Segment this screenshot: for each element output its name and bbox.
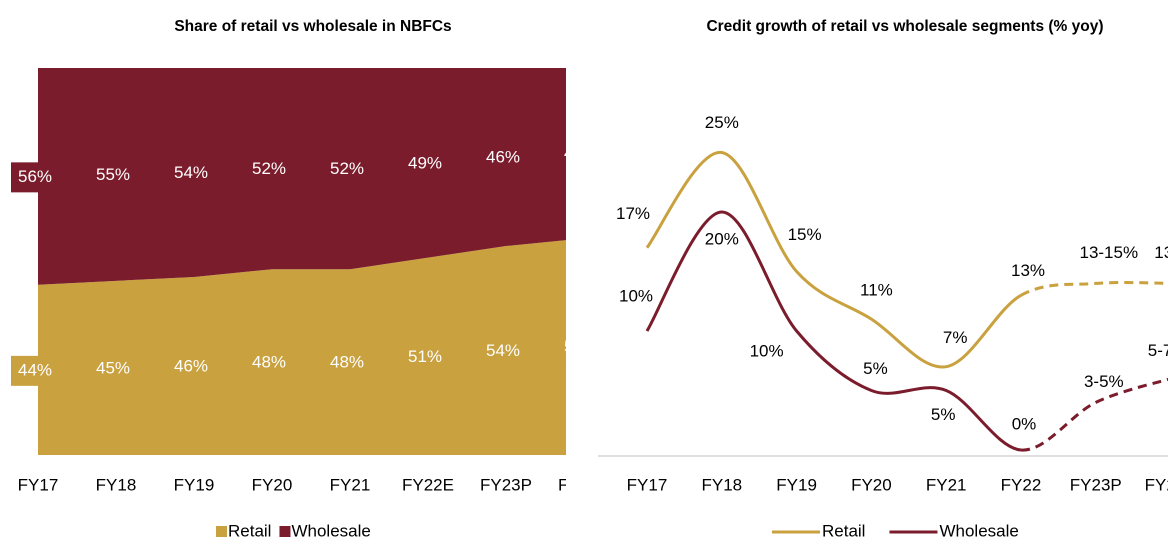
data-label: 46% (486, 147, 520, 166)
line (645, 150, 1022, 369)
x-tick-label: FY24P (1145, 475, 1168, 494)
data-label: 45% (96, 358, 130, 377)
label-box (11, 355, 65, 386)
data-label: 52% (252, 159, 286, 178)
line (645, 210, 1022, 452)
x-tick-label: FY17 (18, 475, 59, 494)
label-box (89, 160, 143, 191)
data-label: 44% (564, 144, 598, 163)
legend-label: Retail (228, 521, 271, 540)
x-tick-label: FY19 (776, 475, 817, 494)
data-label: 46% (174, 356, 208, 375)
data-label: 48% (252, 353, 286, 372)
label-box (323, 154, 377, 185)
label-box (167, 351, 221, 382)
data-label: 44% (18, 360, 52, 379)
legend-swatch (279, 526, 291, 537)
data-label: 0% (1012, 414, 1037, 433)
right-chart: 17% 25% 15% 11% 7% 13% 13-15% 13-15% 10% 20% 10% 5%… (598, 113, 1168, 540)
area (38, 68, 566, 285)
data-label: 11% (860, 281, 893, 300)
x-tick-label: FY22E (402, 475, 454, 494)
data-label: 3-5% (1084, 372, 1124, 391)
x-tick-label: FY18 (701, 475, 742, 494)
legend-label: Retail (822, 521, 865, 540)
left-chart: 44% 45% 46% 48% 48% 51% 54% 56% 56% 55% 54% 52% 52% 4… (11, 68, 610, 494)
data-label: 5% (863, 359, 888, 378)
x-tick-label: FY21 (330, 475, 371, 494)
data-label: 10% (619, 286, 653, 305)
data-label: 49% (408, 153, 442, 172)
chart-title: Share of retail vs wholesale in NBFCs (174, 18, 452, 35)
x-tick-label: FY20 (252, 475, 293, 494)
data-label: 54% (486, 341, 520, 360)
data-label: 13-15% (1079, 243, 1138, 262)
data-label: 52% (330, 159, 364, 178)
label-box (401, 342, 455, 373)
label-box (245, 348, 299, 379)
x-tick-label: FY24P (558, 475, 610, 494)
x-tick-label: FY20 (851, 475, 892, 494)
x-tick-label: FY23P (480, 475, 532, 494)
x-tick-label: FY21 (926, 475, 967, 494)
data-label: 5-7% (1148, 341, 1168, 360)
data-label: 56% (564, 337, 598, 356)
data-label: 48% (330, 353, 364, 372)
data-label: 51% (408, 347, 442, 366)
chart-title: Credit growth of retail vs wholesale seg… (706, 18, 1104, 35)
data-label: 15% (788, 225, 822, 244)
label-box (167, 158, 221, 189)
data-label: 13-15% (1154, 243, 1168, 262)
label-box (401, 148, 455, 179)
x-tick-label: FY19 (174, 475, 215, 494)
data-label: 13% (1011, 261, 1045, 280)
label-box (557, 139, 566, 170)
area (38, 240, 566, 455)
data-label: 55% (96, 165, 130, 184)
line (1020, 281, 1168, 297)
data-label: 20% (705, 229, 739, 248)
label-box (323, 348, 377, 379)
label-box (479, 336, 533, 367)
data-label: 56% (18, 167, 52, 186)
data-label: 10% (750, 341, 784, 360)
data-label: 5% (931, 405, 956, 424)
data-label: 25% (705, 113, 739, 132)
data-label: 17% (616, 204, 650, 223)
legend-swatch (216, 526, 227, 537)
label-box (11, 162, 65, 193)
line (1020, 377, 1168, 452)
x-tick-label: FY22 (1001, 475, 1042, 494)
x-tick-label: FY17 (627, 475, 668, 494)
legend-label: Wholesale (939, 521, 1018, 540)
data-label: 7% (943, 328, 968, 347)
x-tick-label: FY23P (1070, 475, 1122, 494)
x-tick-label: FY18 (96, 475, 137, 494)
label-box (89, 353, 143, 384)
label-box (479, 143, 533, 174)
label-box (557, 332, 566, 363)
legend-label: Wholesale (291, 521, 370, 540)
data-label: 54% (174, 163, 208, 182)
label-box (245, 154, 299, 185)
